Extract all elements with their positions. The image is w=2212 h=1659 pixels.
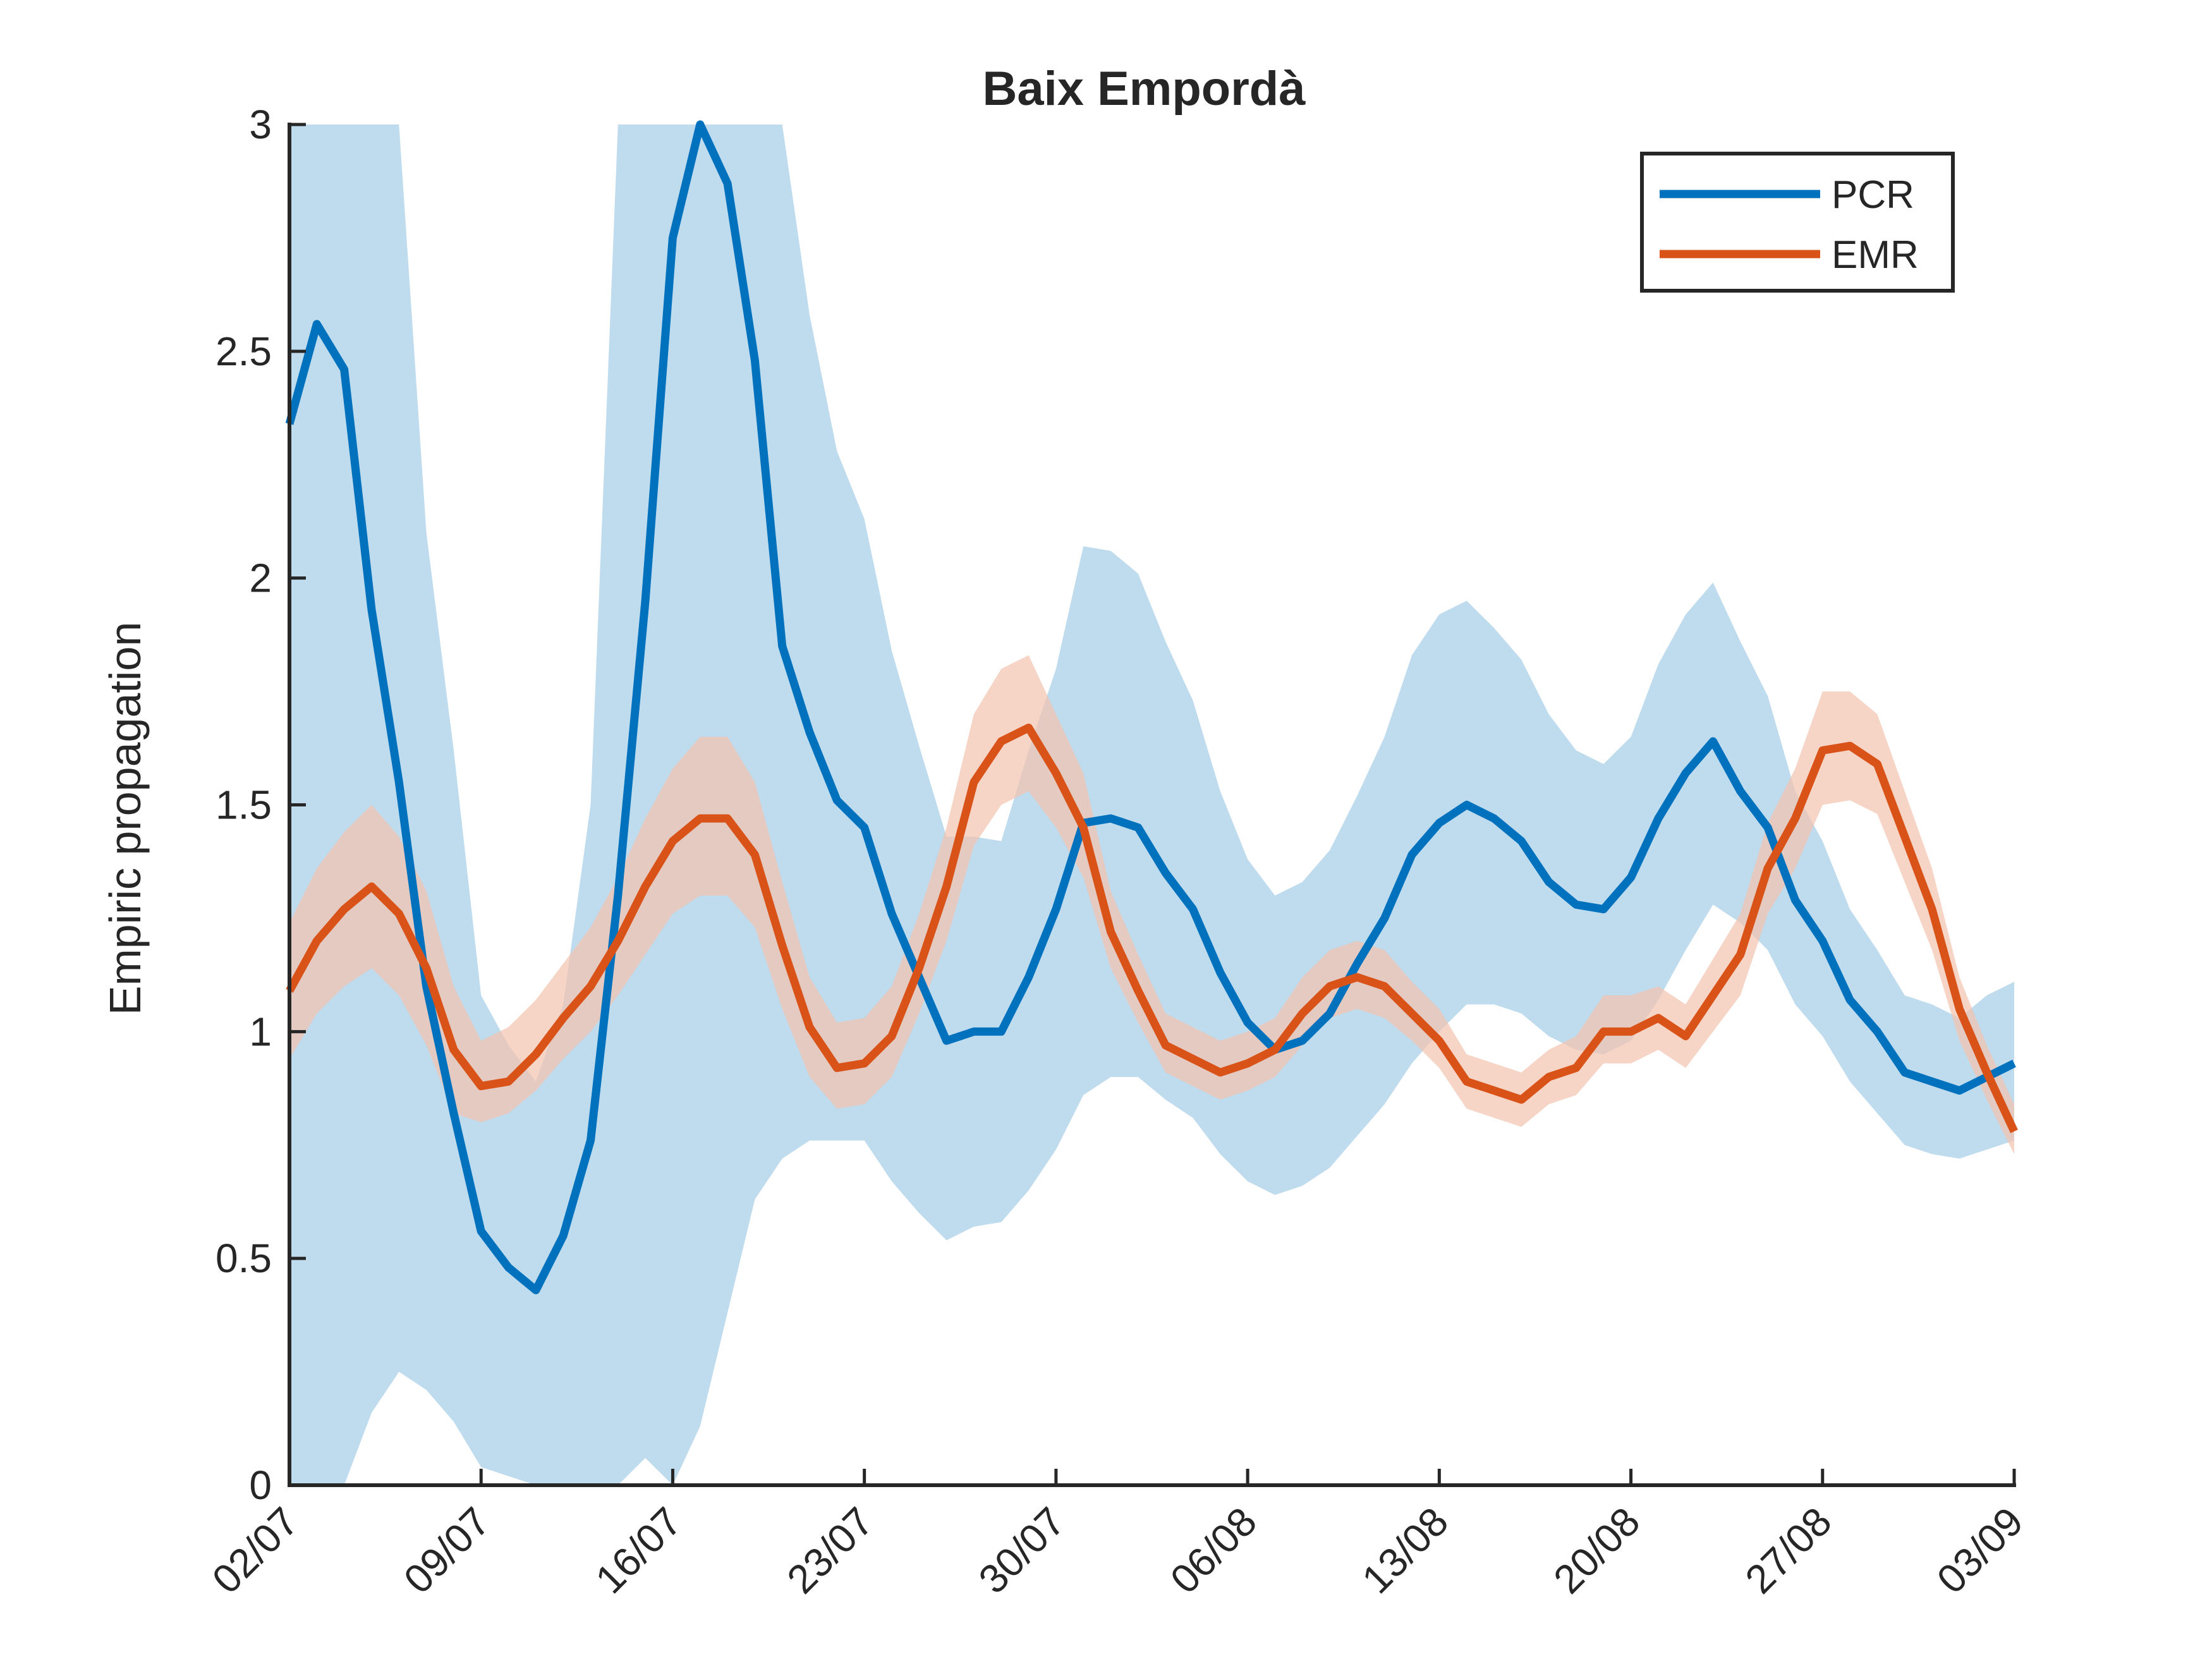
series-lines [285,120,2018,1294]
y-tick-label: 2.5 [216,329,272,374]
y-tick-label: 1.5 [216,782,272,828]
series-line-pcr [285,120,2016,1294]
y-tick-label: 2 [249,556,272,601]
x-tick-label: 30/07 [970,1498,1074,1602]
y-tick-label: 0.5 [216,1236,272,1281]
x-tick-label: 03/09 [1928,1498,2032,1602]
series-line-emr [286,724,2018,1133]
x-tick-label: 13/08 [1353,1498,1457,1602]
axes [288,123,2016,1487]
y-tick-label: 1 [249,1009,272,1054]
y-tick-label: 0 [249,1462,272,1508]
chart-title: Baix Empordà [982,62,1306,116]
x-tick-label: 23/07 [778,1498,882,1602]
legend-box [1640,152,1955,293]
x-tick-label: 06/08 [1162,1498,1265,1602]
x-tick-label: 02/07 [204,1498,307,1602]
y-tick-label: 3 [249,102,272,147]
band-pcr [289,125,2014,1485]
confidence-bands [289,125,2014,1485]
x-tick-label: 27/08 [1737,1498,1840,1602]
legend-entry-pcr: PCR [1832,173,1914,217]
legend-entry-emr: EMR [1832,233,1919,277]
x-tick-label: 16/07 [586,1498,690,1602]
legend[interactable]: PCR EMR [1640,152,1955,293]
x-tick-label: 20/08 [1545,1498,1648,1602]
band-emr [289,655,2014,1155]
y-axis-label: Empiric propagation [100,622,150,1016]
x-tick-label: 09/07 [395,1498,499,1602]
